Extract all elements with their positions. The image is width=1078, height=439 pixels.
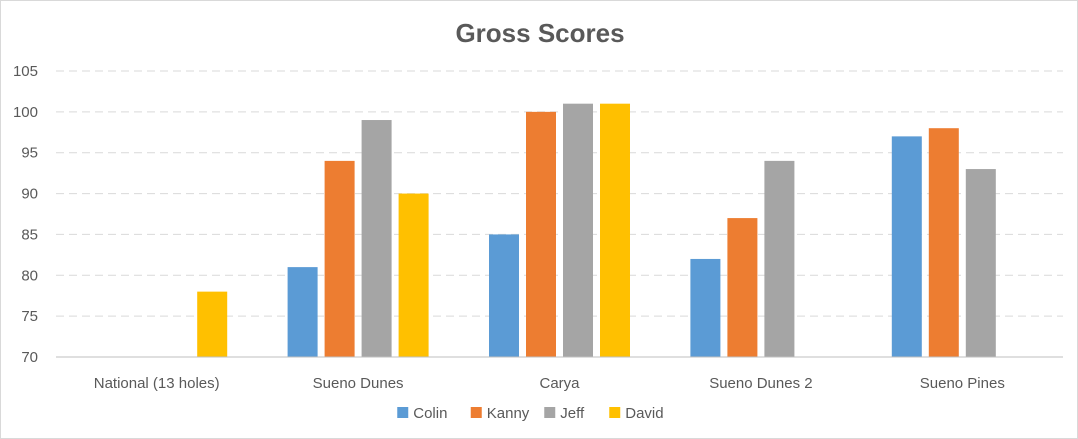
y-tick-label: 105 (13, 63, 38, 80)
y-tick-label: 70 (21, 349, 38, 366)
x-tick-label: National (13 holes) (94, 375, 220, 392)
bar-colin-2 (287, 267, 318, 357)
y-tick-label: 90 (21, 186, 38, 203)
y-tick-label: 85 (21, 226, 38, 243)
x-tick-label: Sueno Dunes 2 (709, 375, 812, 392)
legend: Colin Kanny Jeff David (397, 405, 664, 422)
bar-jeff-4 (764, 160, 795, 357)
y-tick-label: 100 (13, 104, 38, 121)
bar-jeff-2 (361, 120, 392, 358)
y-tick-label: 80 (21, 267, 38, 284)
bar-david-3 (600, 103, 630, 357)
x-tick-label: Sueno Pines (920, 375, 1005, 392)
legend-swatch-kanny (470, 407, 482, 418)
bar-david-2 (398, 193, 429, 357)
legend-label-colin: Colin (413, 405, 447, 422)
bar-colin-5 (891, 136, 922, 357)
bars (197, 103, 996, 358)
bar-kanny-2 (324, 160, 355, 357)
legend-swatch-colin (397, 407, 409, 418)
bar-kanny-3 (526, 111, 556, 357)
x-axis-ticks: National (13 holes) Sueno Dunes Carya Sueno… (94, 375, 1005, 392)
bar-kanny-5 (928, 128, 959, 357)
y-tick-label: 75 (21, 308, 38, 325)
chart-title: Gross Scores (455, 18, 624, 48)
legend-swatch-david (609, 407, 621, 418)
bar-jeff-5 (965, 169, 996, 357)
legend-swatch-jeff (544, 407, 556, 418)
bar-colin-3 (489, 234, 519, 357)
bar-david-1 (197, 291, 228, 357)
y-tick-label: 95 (21, 145, 38, 162)
x-tick-label: Sueno Dunes (313, 375, 404, 392)
legend-label-kanny: Kanny (487, 405, 530, 422)
x-tick-label: Carya (539, 375, 580, 392)
bar-jeff-3 (563, 103, 593, 357)
y-axis-ticks: 70 75 80 85 90 95 100 105 (13, 63, 38, 366)
legend-label-jeff: Jeff (560, 405, 585, 422)
bar-kanny-4 (727, 218, 758, 357)
bar-colin-4 (690, 258, 721, 357)
legend-label-david: David (625, 405, 663, 422)
